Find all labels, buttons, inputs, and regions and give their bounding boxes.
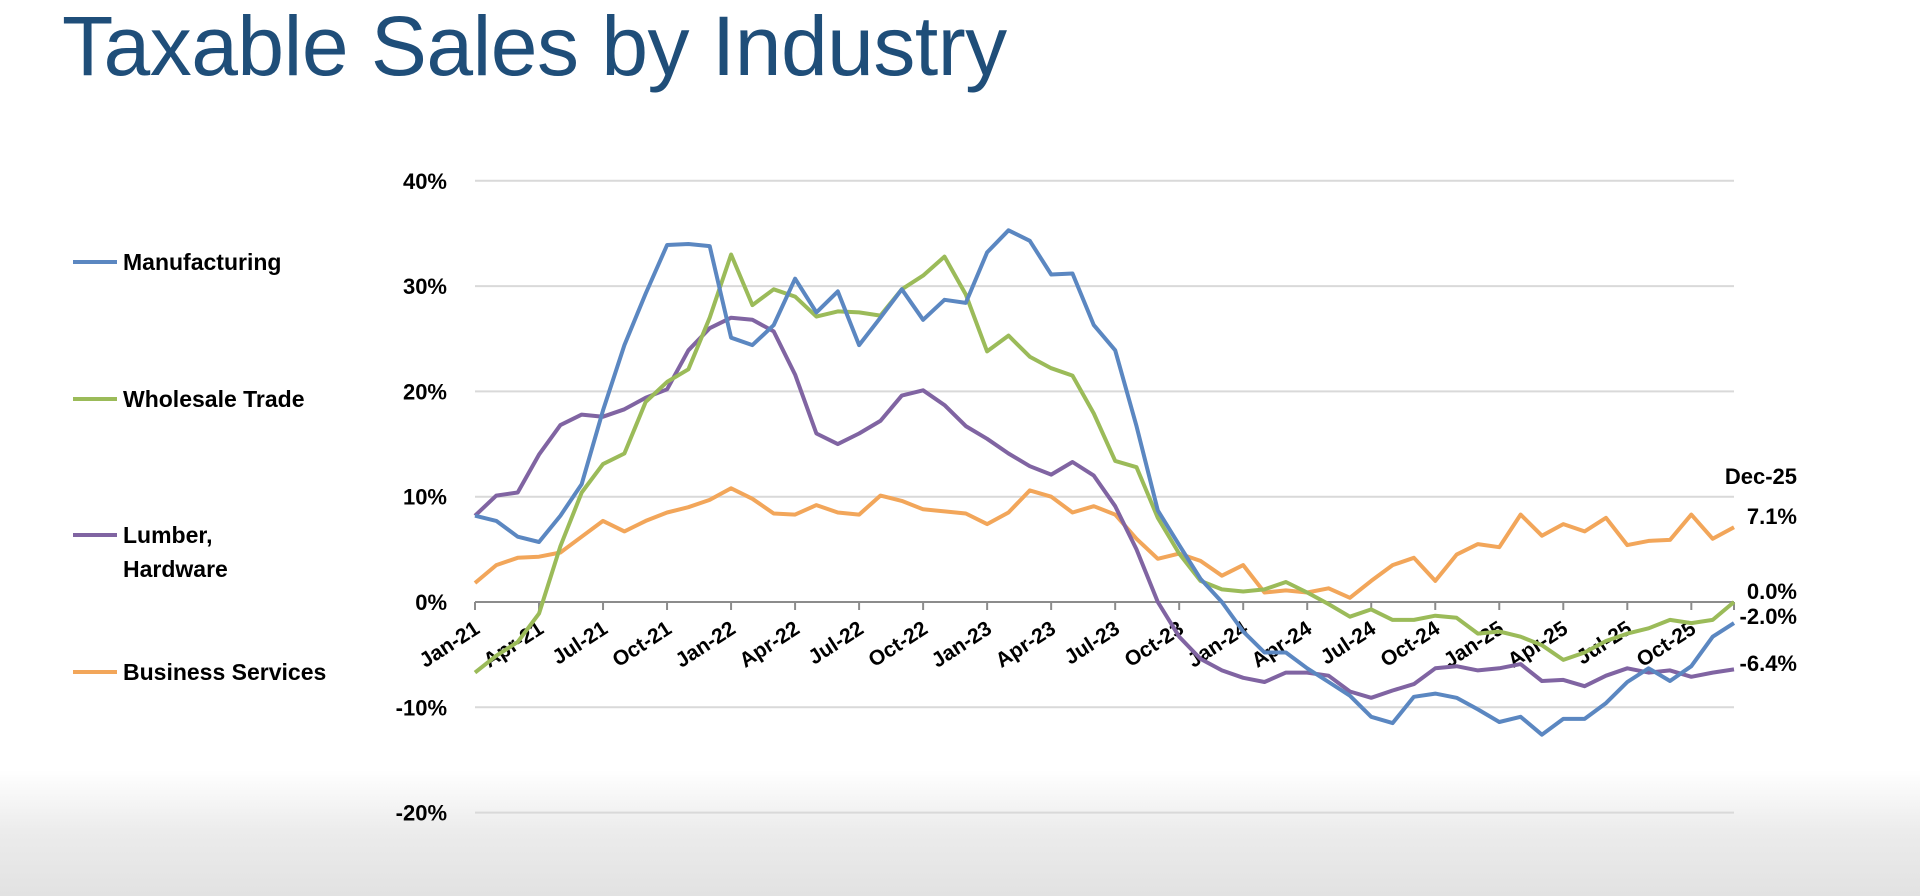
x-tick-label: Jan-25 — [1440, 617, 1509, 673]
x-tick-label: Jan-21 — [415, 617, 484, 673]
x-tick-label: Jan-23 — [928, 617, 996, 673]
x-tick-label: Jan-24 — [1184, 617, 1253, 673]
x-tick-label: Apr-23 — [992, 617, 1060, 673]
series-line-wholesale-trade — [473, 252, 1736, 675]
x-tick-label: Jul-23 — [1060, 617, 1123, 669]
legend-swatch — [73, 260, 117, 264]
x-tick-label: Oct-21 — [608, 617, 676, 672]
y-tick-label: 10% — [403, 485, 447, 510]
end-value-label: 7.1% — [1747, 504, 1797, 529]
legend-label: Business Services — [123, 659, 327, 685]
legend-label: Wholesale Trade — [123, 386, 305, 412]
legend-label-line: Lumber, — [123, 522, 213, 548]
x-tick-label: Jul-22 — [804, 617, 867, 669]
x-tick-label: Jul-21 — [548, 617, 612, 670]
legend-label: Lumber, Hardware — [123, 518, 228, 586]
series-line-manufacturing — [474, 228, 1736, 737]
legend-swatch — [73, 533, 117, 537]
x-tick-label: Apr-22 — [735, 617, 803, 673]
legend-item-business-services: Business Services — [73, 658, 326, 689]
y-tick-label: 0% — [415, 590, 447, 615]
x-tick-label: Oct-25 — [1633, 617, 1701, 672]
page-title: Taxable Sales by Industry — [62, 0, 1007, 93]
x-tick-label: Oct-23 — [1121, 617, 1188, 672]
x-tick-label: Oct-24 — [1377, 617, 1445, 672]
legend-item-lumber-hardware: Lumber, Hardware — [73, 521, 228, 586]
legend-item-wholesale-trade: Wholesale Trade — [73, 385, 305, 416]
x-tick-label: Jan-22 — [671, 617, 739, 673]
series-line-business-services — [473, 486, 1735, 600]
y-tick-label: 40% — [403, 169, 447, 194]
legend-label-line: Hardware — [123, 556, 228, 582]
x-tick-label: Jul-24 — [1317, 617, 1381, 670]
y-tick-label: -20% — [396, 801, 447, 826]
legend-swatch — [73, 670, 117, 674]
legend-item-manufacturing: Manufacturing — [73, 248, 281, 279]
y-tick-label: 30% — [403, 274, 447, 299]
series-line-lumber-hardware — [473, 315, 1735, 700]
legend-swatch — [73, 397, 117, 401]
end-date-annotation: Dec-25 — [1725, 464, 1797, 489]
end-value-label: -2.0% — [1740, 604, 1797, 629]
x-tick-label: Oct-22 — [865, 617, 932, 672]
y-tick-label: -10% — [396, 695, 447, 720]
legend-label: Manufacturing — [123, 249, 282, 275]
y-tick-label: 20% — [403, 379, 447, 404]
end-value-label: -6.4% — [1740, 651, 1797, 676]
end-value-label: 0.0% — [1747, 579, 1797, 604]
